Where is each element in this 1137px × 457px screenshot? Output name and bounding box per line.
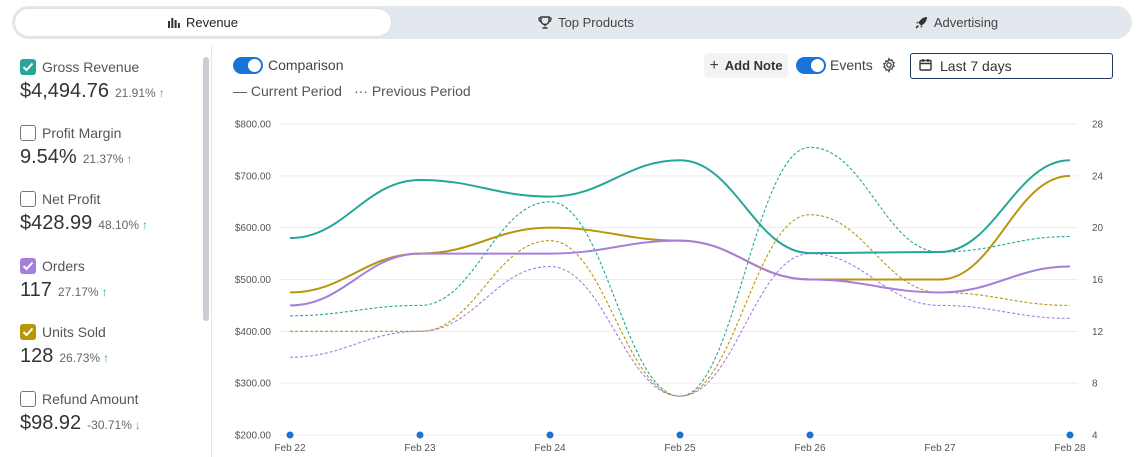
metric-item[interactable]: Refund Amount $98.92 -30.71% ↓ (20, 390, 200, 435)
metric-checkbox[interactable] (20, 258, 36, 274)
y-left-tick-label: $400.00 (235, 327, 272, 338)
arrow-up-icon: ↑ (103, 351, 110, 365)
metric-change: 27.17% (57, 285, 99, 299)
event-marker (546, 431, 554, 439)
x-tick-label: Feb 22 (274, 443, 306, 454)
trophy-icon (538, 16, 552, 29)
tab-label: Advertising (933, 15, 999, 30)
event-marker (286, 431, 294, 439)
metric-value: $428.99 (20, 212, 93, 234)
orders-current-line (289, 239, 1071, 307)
rocket-icon (915, 16, 928, 29)
date-range-value: Last 7 days (940, 58, 1012, 74)
metric-label: Units Sold (42, 324, 106, 340)
metric-item[interactable]: Units Sold 128 26.73% ↑ (20, 323, 200, 368)
metrics-panel: Gross Revenue $4,494.76 21.91% ↑ Profit … (0, 50, 205, 450)
gross-revenue-previous-line (289, 146, 1071, 397)
y-right-tick-label: 24 (1092, 171, 1104, 182)
panel-divider (211, 45, 212, 457)
events-label: Events (830, 57, 873, 73)
metric-label: Orders (42, 258, 85, 274)
previous-period-legend: ··· Previous Period (353, 83, 471, 99)
arrow-up-icon: ↑ (101, 285, 108, 299)
x-tick-label: Feb 25 (664, 443, 696, 454)
metrics-scrollbar[interactable] (203, 57, 209, 321)
x-tick-label: Feb 27 (924, 443, 956, 454)
metric-checkbox[interactable] (20, 191, 36, 207)
tab-bar: Revenue Top Products Advertising (12, 6, 1132, 39)
metric-value: 128 (20, 345, 54, 367)
arrow-up-icon: ↑ (126, 152, 133, 166)
tab-label: Revenue (185, 15, 239, 30)
y-left-tick-label: $600.00 (235, 223, 272, 234)
units-sold-previous-line (289, 214, 1071, 397)
metric-change: 21.91% (114, 86, 156, 100)
y-left-tick-label: $300.00 (235, 379, 272, 390)
y-right-tick-label: 20 (1092, 223, 1104, 234)
y-right-tick-label: 28 (1092, 120, 1104, 131)
arrow-up-icon: ↑ (142, 218, 148, 232)
y-right-tick-label: 8 (1092, 379, 1098, 390)
events-toggle[interactable] (796, 57, 826, 74)
plus-icon: + (709, 56, 719, 74)
event-marker (806, 431, 814, 439)
metric-item[interactable]: Gross Revenue $4,494.76 21.91% ↑ (20, 58, 200, 103)
y-right-tick-label: 12 (1092, 327, 1104, 338)
metric-label: Net Profit (42, 191, 101, 207)
add-note-label: Add Note (724, 58, 783, 73)
y-left-tick-label: $700.00 (235, 171, 272, 182)
event-marker (676, 431, 684, 439)
metric-item[interactable]: Profit Margin 9.54% 21.37% ↑ (20, 124, 200, 169)
metric-change: -30.71% (87, 418, 132, 432)
metric-change: 48.10% (98, 218, 139, 232)
x-tick-label: Feb 24 (534, 443, 566, 454)
calendar-icon (919, 58, 932, 74)
y-left-tick-label: $800.00 (235, 120, 272, 131)
period-legend: — Current Period ··· Previous Period (233, 83, 471, 99)
metric-label: Profit Margin (42, 125, 122, 141)
gross-revenue-current-line (289, 159, 1071, 255)
y-left-tick-label: $500.00 (235, 275, 272, 286)
metric-value: 117 (20, 279, 52, 301)
add-note-button[interactable]: + Add Note (704, 53, 788, 78)
comparison-label: Comparison (268, 57, 344, 73)
tab-label: Top Products (558, 15, 634, 30)
arrow-up-icon: ↑ (158, 86, 165, 100)
y-right-tick-label: 4 (1092, 431, 1098, 442)
comparison-toggle[interactable] (233, 57, 263, 74)
event-marker (1066, 431, 1074, 439)
date-range-select[interactable]: Last 7 days (910, 53, 1113, 79)
metric-checkbox[interactable] (20, 125, 36, 141)
metric-checkbox[interactable] (20, 391, 36, 407)
metric-checkbox[interactable] (20, 324, 36, 340)
current-period-legend: — Current Period (233, 83, 342, 99)
gear-icon[interactable] (881, 57, 897, 73)
units-sold-current-line (289, 174, 1071, 294)
orders-previous-line (289, 253, 1071, 397)
metric-value: $98.92 (20, 412, 82, 434)
tab-advertising[interactable]: Advertising (781, 6, 1132, 39)
tab-revenue[interactable]: Revenue (15, 9, 391, 36)
metric-label: Gross Revenue (42, 59, 140, 75)
metric-item[interactable]: Net Profit $428.99 48.10% ↑ (20, 190, 200, 235)
metric-label: Refund Amount (42, 391, 139, 407)
metric-item[interactable]: Orders 117 27.17% ↑ (20, 257, 200, 302)
metric-change: 21.37% (82, 152, 124, 166)
y-right-tick-label: 16 (1092, 275, 1104, 286)
metric-value: $4,494.76 (20, 80, 109, 102)
x-tick-label: Feb 23 (404, 443, 436, 454)
tab-top-products[interactable]: Top Products (391, 6, 781, 39)
metric-change: 26.73% (59, 351, 101, 365)
event-marker (416, 431, 424, 439)
metric-value: 9.54% (20, 146, 77, 168)
bar-chart-icon (167, 17, 180, 28)
x-tick-label: Feb 28 (1054, 443, 1086, 454)
arrow-down-icon: ↓ (134, 418, 141, 432)
x-tick-label: Feb 26 (794, 443, 826, 454)
metric-checkbox[interactable] (20, 59, 36, 75)
y-left-tick-label: $200.00 (235, 431, 272, 442)
